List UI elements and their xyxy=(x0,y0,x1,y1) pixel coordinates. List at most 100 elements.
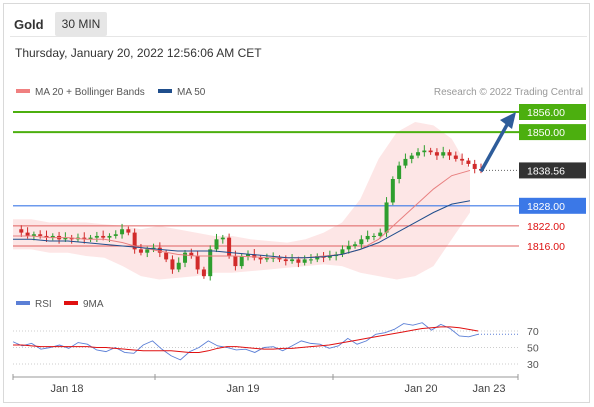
candle-body xyxy=(441,152,446,156)
projection-arrow-head xyxy=(500,112,516,129)
legend-label-rsi: RSI xyxy=(35,299,52,310)
ma50-line xyxy=(13,200,471,259)
bollinger-bands xyxy=(13,122,470,280)
legend-swatch-rsi xyxy=(16,301,30,305)
candle-body xyxy=(126,229,131,233)
candle-body xyxy=(208,249,213,277)
candle-body xyxy=(252,254,257,258)
last-price-label-box xyxy=(519,162,586,179)
candle-body xyxy=(63,237,68,240)
candle-body xyxy=(327,256,332,258)
candle-body xyxy=(403,158,408,166)
legend-label-ma50: MA 50 xyxy=(177,87,206,98)
candle-body xyxy=(88,237,93,240)
bollinger-band-area xyxy=(13,122,470,280)
candle-body xyxy=(101,235,106,238)
pivot-label: 1828.00 xyxy=(527,201,565,213)
candle-body xyxy=(384,202,389,233)
candle-body xyxy=(290,259,295,262)
candle-body xyxy=(138,249,143,253)
candle-body xyxy=(416,152,421,156)
candle-body xyxy=(31,234,36,236)
rsi-panel: 70 50 30 xyxy=(12,322,539,371)
projection-arrow-shaft xyxy=(479,122,510,173)
candle-body xyxy=(258,257,263,260)
candle-body xyxy=(157,247,162,253)
support-label: 1822.00 xyxy=(527,221,565,233)
ma20-line xyxy=(13,169,471,259)
resistance-label-box xyxy=(519,124,586,141)
candle-body xyxy=(120,229,125,235)
candle-body xyxy=(189,252,194,257)
candle-body xyxy=(371,235,376,237)
candle-body xyxy=(246,254,250,257)
rsi-tick-label: 50 xyxy=(527,343,539,355)
legend-swatch-ma20 xyxy=(16,89,30,93)
candle-body xyxy=(466,160,471,164)
instrument-title: Gold xyxy=(14,17,44,32)
candle-body xyxy=(82,237,87,240)
x-tick-label: Jan 23 xyxy=(472,383,505,395)
candle-body xyxy=(315,256,320,260)
level-labels: 1856.00 1850.00 1838.56 1828.00 1822.00 1816.… xyxy=(519,104,586,253)
candles xyxy=(19,145,483,281)
candle-body xyxy=(264,257,269,260)
chart-widget: Gold 30 MIN xyxy=(3,3,590,403)
data-credit: Research © 2022 Trading Central xyxy=(434,87,583,98)
candle-body xyxy=(233,256,238,267)
candle-body xyxy=(164,252,169,260)
candle-body xyxy=(239,256,244,267)
resistance-label-box xyxy=(519,104,586,120)
candle-body xyxy=(132,232,137,250)
candle-body xyxy=(220,237,225,240)
pivot-label-box xyxy=(519,197,586,214)
candle-body xyxy=(422,150,427,153)
candle-body xyxy=(94,235,99,238)
rsi-tick-label: 30 xyxy=(527,359,539,371)
moving-averages xyxy=(13,169,471,259)
candle-body xyxy=(397,165,402,179)
candle-body xyxy=(447,152,452,156)
candle-body xyxy=(25,232,30,236)
candle-body xyxy=(38,234,43,236)
candle-body xyxy=(353,244,358,246)
candle-body xyxy=(472,163,477,169)
rsi-tick-label: 70 xyxy=(527,326,539,338)
legend-swatch-9ma xyxy=(64,301,78,305)
candle-body xyxy=(359,239,364,245)
candle-body xyxy=(214,239,219,250)
x-tick-label: Jan 19 xyxy=(226,383,259,395)
candle-body xyxy=(296,259,301,263)
timeframe-badge[interactable]: 30 MIN xyxy=(55,12,107,36)
x-axis: Jan 18 Jan 19 Jan 20 Jan 23 xyxy=(12,374,519,395)
candle-body xyxy=(113,234,118,236)
candle-body xyxy=(365,235,370,240)
candle-body xyxy=(428,150,433,153)
candle-body xyxy=(44,235,49,238)
candle-body xyxy=(302,259,307,263)
x-tick-label: Jan 20 xyxy=(404,383,437,395)
candle-body xyxy=(283,259,288,262)
candle-body xyxy=(340,249,345,255)
candle-body xyxy=(50,235,55,238)
candle-body xyxy=(378,232,383,236)
resistance-label: 1856.00 xyxy=(527,107,565,119)
candle-body xyxy=(434,152,439,156)
candle-body xyxy=(277,257,282,260)
candle-body xyxy=(227,237,232,257)
candle-body xyxy=(346,246,351,250)
rsi-9ma-line xyxy=(13,326,479,353)
candle-body xyxy=(308,259,313,261)
legend-label-9ma: 9MA xyxy=(83,299,104,310)
chart-datetime: Thursday, January 20, 2022 12:56:06 AM C… xyxy=(15,46,262,60)
projection-arrow xyxy=(479,112,516,173)
candle-body xyxy=(460,158,465,161)
chart-header: Gold 30 MIN xyxy=(4,4,589,38)
rsi-line xyxy=(12,322,479,361)
candle-body xyxy=(176,262,181,270)
candle-body xyxy=(453,155,458,159)
last-price-label: 1838.56 xyxy=(527,165,565,177)
candle-body xyxy=(201,269,206,277)
candle-body xyxy=(390,179,395,203)
